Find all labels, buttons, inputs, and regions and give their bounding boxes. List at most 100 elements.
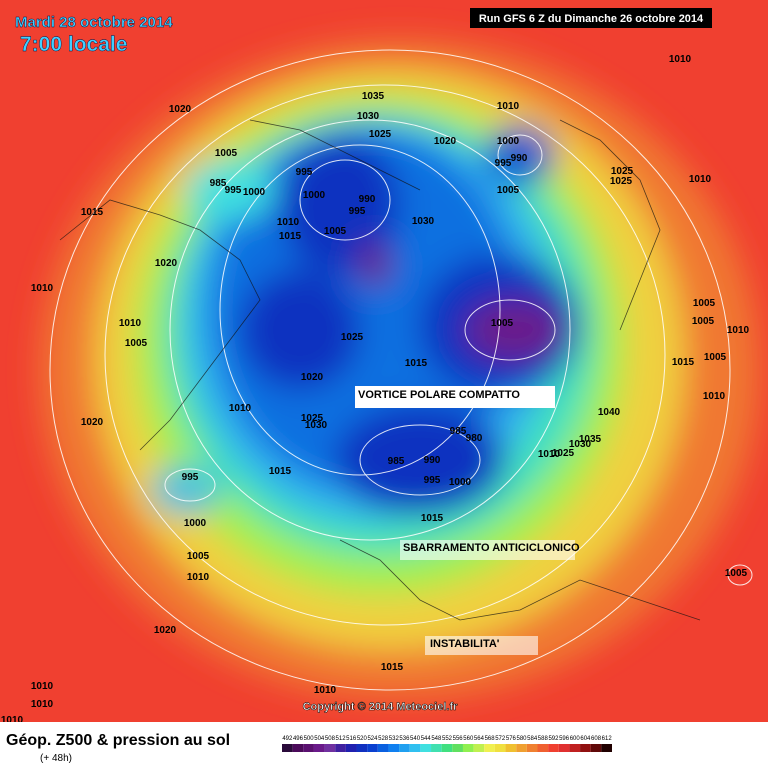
scale-swatch <box>356 744 368 752</box>
scale-swatch <box>601 744 612 752</box>
scale-label: 552 <box>442 736 453 742</box>
scale-label: 588 <box>538 736 549 742</box>
annotation-box <box>355 386 555 408</box>
scale-swatch <box>345 744 357 752</box>
scale-label: 600 <box>570 736 581 742</box>
scale-swatch <box>367 744 378 752</box>
scale-label: 576 <box>506 736 517 742</box>
isobar-label: 990 <box>359 194 376 205</box>
isobar-label: 1020 <box>155 258 178 269</box>
isobar-label: 1020 <box>81 417 104 428</box>
scale-label: 532 <box>389 736 400 742</box>
annotation: SBARRAMENTO ANTICICLONICO <box>403 542 580 554</box>
isobar-label: 1030 <box>305 420 328 431</box>
isobar-label: 1005 <box>725 568 748 579</box>
scale-label: 556 <box>453 736 464 742</box>
scale-label: 604 <box>580 736 591 742</box>
scale-swatch <box>324 744 336 752</box>
scale-label: 528 <box>378 736 389 742</box>
isobars <box>49 49 753 691</box>
scale-swatch <box>420 744 432 752</box>
scale-label: 492 <box>282 736 293 742</box>
isobar-label: 1025 <box>301 413 324 424</box>
isobar-label: 1015 <box>421 513 444 524</box>
scale-swatch <box>335 744 346 752</box>
scale-label: 584 <box>527 736 538 742</box>
scale-label: 540 <box>410 736 421 742</box>
isobar-label: 1020 <box>169 104 192 115</box>
scale-label: 572 <box>495 736 506 742</box>
isobar-label: 995 <box>349 206 366 217</box>
isobar-label: 1010 <box>277 217 300 228</box>
isobar-label: 1000 <box>449 477 472 488</box>
scale-swatch <box>292 744 304 752</box>
scale-swatch <box>590 744 602 752</box>
isobar-label: 1020 <box>434 136 457 147</box>
isobar-label: 1005 <box>215 148 238 159</box>
isobar-label: 1010 <box>669 54 692 65</box>
isobar-label: 990 <box>511 153 528 164</box>
scale-swatch <box>494 744 506 752</box>
isobar-label: 1015 <box>269 466 292 477</box>
isobar-label: 1005 <box>491 318 514 329</box>
time: 7:00 locale <box>20 33 127 56</box>
run-box <box>470 8 712 28</box>
scale-label: 520 <box>357 736 368 742</box>
height-field <box>40 40 760 700</box>
isobar-label: 1005 <box>497 185 520 196</box>
scale-swatch <box>516 744 527 752</box>
scale-label: 508 <box>325 736 336 742</box>
copyright: Copyright © 2014 Meteociel.fr <box>303 701 459 713</box>
isobar-label: 1025 <box>611 166 634 177</box>
scale-label: 500 <box>304 736 315 742</box>
scale-swatch <box>462 744 474 752</box>
date: Mardi 28 octobre 2014 <box>15 14 173 31</box>
scale-swatch <box>377 744 389 752</box>
isobar-label: 1005 <box>692 316 715 327</box>
scale-swatch <box>473 744 485 752</box>
scale-swatch <box>526 744 538 752</box>
isobar-label: 1010 <box>497 101 520 112</box>
isobar-label: 1010 <box>727 325 750 336</box>
isobar-label: 1005 <box>187 551 210 562</box>
run-info: Run GFS 6 Z du Dimanche 26 octobre 2014 <box>479 13 704 25</box>
isobar-label: 1000 <box>243 187 266 198</box>
isobar-label: 985 <box>388 456 405 467</box>
scale-label: 536 <box>399 736 410 742</box>
isobar-label: 1020 <box>301 372 324 383</box>
annotation: VORTICE POLARE COMPATTO <box>358 389 520 401</box>
isobar-label: 995 <box>495 158 512 169</box>
annotation-box <box>400 540 575 560</box>
isobar-label: 1015 <box>405 358 428 369</box>
scale-swatch <box>548 744 559 752</box>
scale-swatch <box>282 744 293 752</box>
isobar-label: 1035 <box>362 91 385 102</box>
isobar-label: 1025 <box>610 176 633 187</box>
scale-swatch <box>303 744 314 752</box>
isobar-label: 1010 <box>229 403 252 414</box>
isobar-label: 1005 <box>693 298 716 309</box>
scale-label: 564 <box>474 736 485 742</box>
scale-swatch <box>505 744 517 752</box>
scale-label: 612 <box>602 736 613 742</box>
scale-label: 524 <box>367 736 378 742</box>
isobar-label: 1010 <box>538 449 561 460</box>
isobar-label: 985 <box>210 178 227 189</box>
isobar-label: 1010 <box>314 685 337 696</box>
isobar-label: 1000 <box>184 518 207 529</box>
scale-label: 496 <box>293 736 304 742</box>
scale-label: 580 <box>517 736 528 742</box>
isobar-label: 995 <box>182 472 199 483</box>
isobar-label: 1025 <box>341 332 364 343</box>
scale-swatch <box>558 744 570 752</box>
scale-label: 592 <box>548 736 559 742</box>
scale-swatch <box>399 744 410 752</box>
isobar-label: 1010 <box>31 283 54 294</box>
isobar-label: 1000 <box>303 190 326 201</box>
scale-swatch <box>388 744 400 752</box>
isobar-label: 995 <box>296 167 313 178</box>
annotation: INSTABILITA' <box>430 638 500 650</box>
